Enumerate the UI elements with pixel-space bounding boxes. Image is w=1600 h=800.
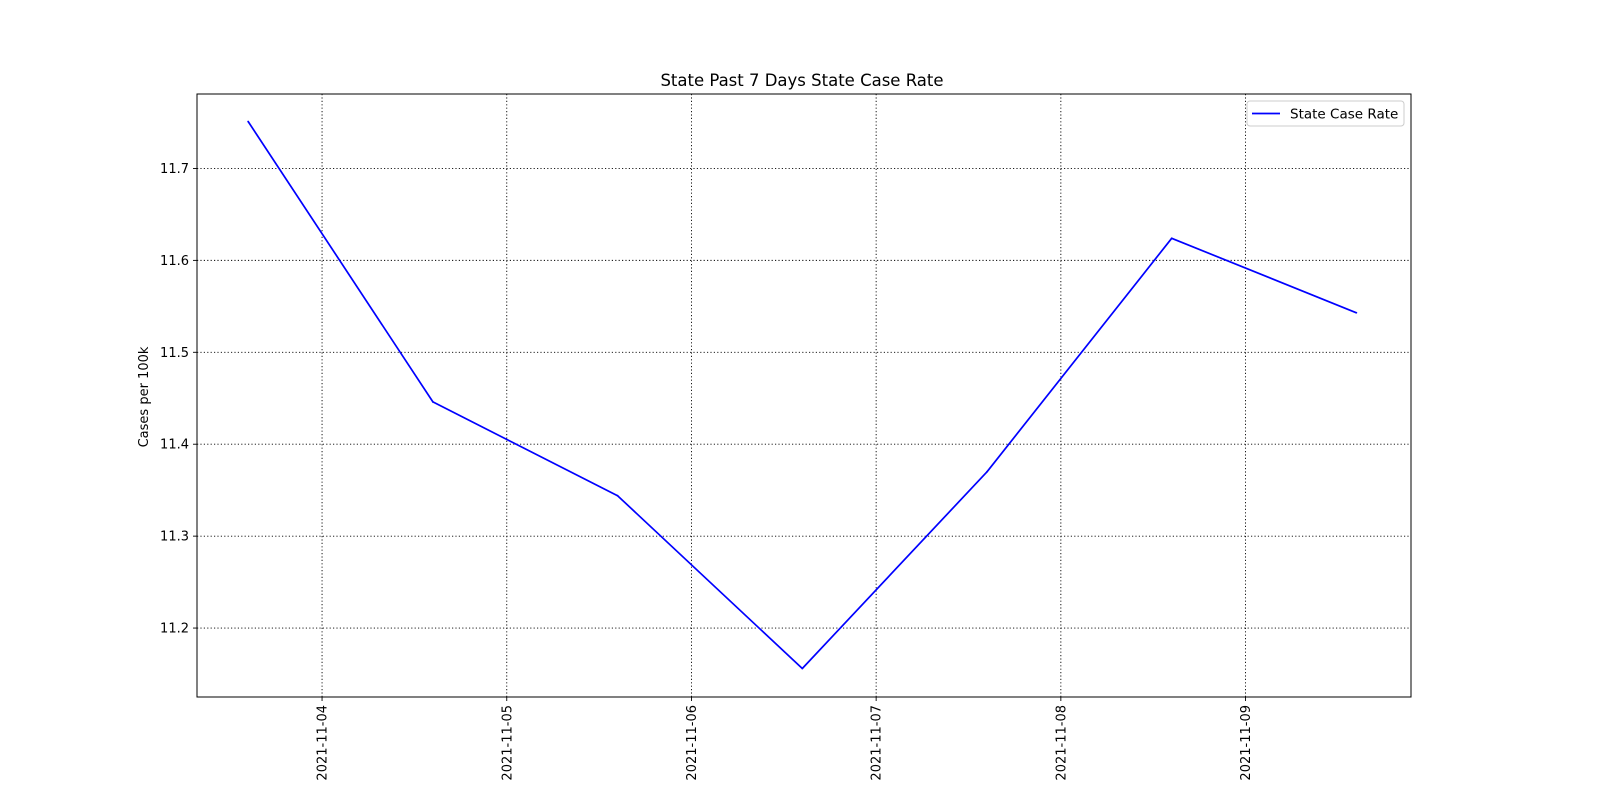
y-tick-label: 11.6 xyxy=(160,254,189,269)
series-layer xyxy=(247,120,1358,670)
legend: State Case Rate xyxy=(1246,100,1405,127)
data-point xyxy=(986,470,988,473)
data-point xyxy=(247,120,250,123)
legend-label: State Case Rate xyxy=(1290,107,1398,123)
data-point xyxy=(616,494,619,497)
y-tick-label: 11.5 xyxy=(160,346,189,361)
x-tick-label: 2021-11-08 xyxy=(1054,705,1069,781)
y-tick-label: 11.7 xyxy=(160,162,189,177)
y-tick-label: 11.4 xyxy=(160,438,189,453)
plot-area-frame xyxy=(196,93,1412,698)
x-tick-label: 2021-11-09 xyxy=(1239,705,1254,781)
data-point xyxy=(801,667,804,670)
x-tick-label: 2021-11-04 xyxy=(316,705,331,781)
axis-ticks: 11.2 11.3 11.4 11.5 11.6 11.7 2021-11-04 2021-1… xyxy=(160,162,1254,781)
x-tick-label: 2021-11-05 xyxy=(500,705,515,781)
x-tick-label: 2021-11-06 xyxy=(685,705,700,781)
chart-title: State Past 7 Days State Case Rate xyxy=(660,71,943,90)
x-tick-label: 2021-11-07 xyxy=(870,705,885,781)
data-point xyxy=(1170,237,1173,240)
y-tick-label: 11.2 xyxy=(160,622,189,637)
data-point xyxy=(1355,311,1358,314)
y-tick-label: 11.3 xyxy=(160,530,189,545)
legend-frame xyxy=(1246,100,1405,127)
data-point xyxy=(431,401,434,403)
y-axis-label: Cases per 100k xyxy=(137,346,152,447)
